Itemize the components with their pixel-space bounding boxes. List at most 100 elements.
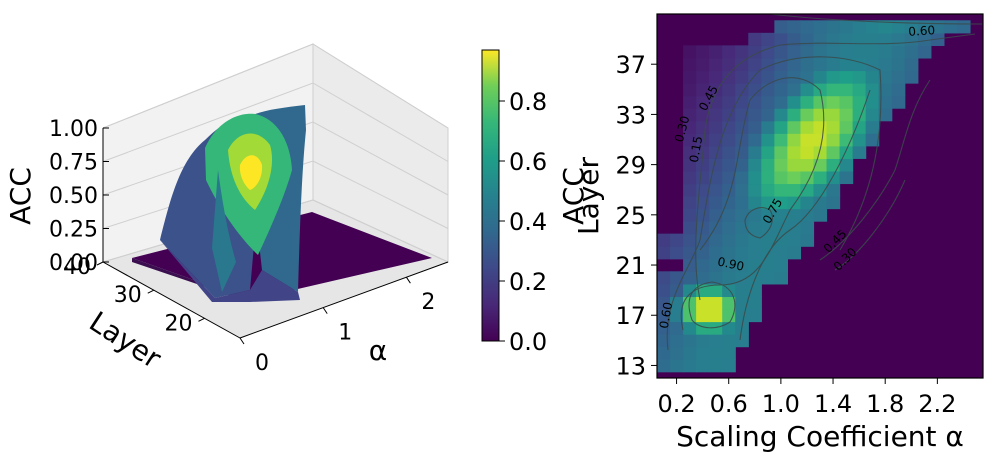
heatmap-cell bbox=[852, 20, 867, 34]
heatmap-cell bbox=[761, 170, 775, 185]
alpha-tick-mark bbox=[405, 276, 411, 284]
surface-hump-crest bbox=[239, 155, 263, 190]
heatmap-cell bbox=[722, 70, 736, 84]
heatmap-y-tick-label: 33 bbox=[615, 101, 646, 129]
heatmap-cell bbox=[813, 133, 828, 147]
heatmap-cell bbox=[774, 120, 788, 134]
heatmap-cell bbox=[839, 145, 854, 159]
heatmap-cell bbox=[683, 208, 697, 222]
heatmap-cell bbox=[670, 321, 684, 335]
heatmap-cell bbox=[852, 45, 867, 59]
heatmap-cell bbox=[748, 32, 762, 46]
heatmap-cell bbox=[748, 196, 762, 210]
heatmap-cell bbox=[826, 95, 841, 109]
heatmap-cell bbox=[761, 70, 775, 84]
heatmap-cell bbox=[761, 95, 775, 109]
heatmap-cell bbox=[722, 120, 736, 134]
layer-tick-mark bbox=[198, 317, 205, 322]
heatmap-cell bbox=[696, 70, 710, 84]
heatmap-cell bbox=[761, 45, 775, 59]
heatmap-cell bbox=[839, 108, 854, 122]
alpha-tick-mark bbox=[239, 337, 245, 345]
heatmap-cell bbox=[696, 57, 710, 72]
heatmap-x-label: Scaling Coefficient α bbox=[676, 420, 964, 453]
heatmap-cell bbox=[800, 95, 815, 109]
alpha-tick-label: 0 bbox=[255, 351, 269, 376]
heatmap-cell bbox=[787, 133, 802, 147]
layer-tick-label: 20 bbox=[164, 311, 192, 336]
heatmap-cell bbox=[826, 108, 841, 122]
heatmap-cell bbox=[696, 120, 710, 134]
heatmap-cell bbox=[657, 359, 671, 373]
heatmap-cell bbox=[696, 359, 710, 373]
heatmap-cell bbox=[657, 271, 671, 285]
heatmap-cell bbox=[670, 334, 684, 348]
heatmap-cell bbox=[709, 145, 723, 159]
heatmap-cell bbox=[826, 20, 841, 34]
heatmap-cell bbox=[683, 108, 697, 122]
heatmap-cell bbox=[774, 246, 788, 260]
heatmap-cell bbox=[696, 271, 710, 285]
heatmap-cell bbox=[735, 70, 749, 84]
heatmap-cell bbox=[735, 233, 749, 247]
heatmap-cell bbox=[878, 57, 893, 72]
heatmap-cell bbox=[826, 158, 841, 172]
heatmap-x-tick-label: 0.6 bbox=[710, 390, 748, 418]
heatmap-cell bbox=[735, 145, 749, 159]
colorbar: 0.0 0.2 0.4 0.6 0.8 ACC bbox=[481, 49, 590, 356]
heatmap-cell bbox=[683, 158, 697, 172]
heatmap-cell bbox=[748, 70, 762, 84]
heatmap-cell bbox=[761, 258, 775, 272]
heatmap-cell bbox=[813, 108, 828, 122]
heatmap-cell bbox=[722, 183, 736, 197]
heatmap-cell bbox=[852, 95, 867, 109]
heatmap-cell bbox=[722, 346, 736, 360]
heatmap-cell bbox=[683, 221, 697, 235]
colorbar-tick-label: 0.2 bbox=[509, 268, 547, 296]
heatmap-cell bbox=[839, 158, 854, 172]
heatmap-cell bbox=[722, 208, 736, 222]
heatmap-cell bbox=[735, 133, 749, 147]
heatmap-cell bbox=[774, 233, 788, 247]
heatmap-cell bbox=[709, 308, 723, 323]
heatmap-frame bbox=[656, 13, 984, 379]
heatmap-cell bbox=[839, 57, 854, 72]
contour-line bbox=[834, 179, 906, 271]
heatmap-cell bbox=[657, 308, 671, 323]
heatmap-cell bbox=[748, 246, 762, 260]
heatmap-cell bbox=[722, 271, 736, 285]
heatmap-cell bbox=[709, 108, 723, 122]
layer-tick-label: 30 bbox=[114, 283, 142, 308]
heatmap-cell bbox=[878, 20, 893, 34]
heatmap-cell bbox=[748, 158, 762, 172]
heatmap-cell bbox=[878, 95, 893, 109]
heatmap-cell bbox=[709, 321, 723, 335]
heatmap-cell bbox=[800, 170, 815, 185]
heatmap-cell bbox=[826, 83, 841, 97]
heatmap-cell bbox=[683, 296, 697, 310]
heatmap-y-tick-label: 25 bbox=[615, 202, 646, 230]
colorbar-label: ACC bbox=[557, 167, 590, 225]
heatmap-cell bbox=[683, 233, 697, 247]
heatmap-cell bbox=[722, 334, 736, 348]
pane-grid-line bbox=[102, 82, 449, 162]
heatmap-cell bbox=[787, 145, 802, 159]
heatmap-cell bbox=[787, 95, 802, 109]
heatmap-cell bbox=[800, 120, 815, 134]
heatmap-cell bbox=[839, 45, 854, 59]
heatmap-cell bbox=[813, 145, 828, 159]
heatmap-cell bbox=[761, 233, 775, 247]
heatmap-cell bbox=[852, 57, 867, 72]
heatmap-cell bbox=[878, 32, 893, 46]
heatmap-cell bbox=[800, 158, 815, 172]
heatmap-cell bbox=[917, 45, 932, 59]
heatmap-cell bbox=[904, 57, 919, 72]
heatmap-cell bbox=[826, 196, 841, 210]
contour-label: 0.30 bbox=[672, 114, 692, 143]
heatmap-cell bbox=[826, 183, 841, 197]
heatmap-cell bbox=[748, 208, 762, 222]
heatmap-cell bbox=[670, 346, 684, 360]
heatmap-cell bbox=[748, 120, 762, 134]
heatmap-cell bbox=[813, 170, 828, 185]
z-tick-label: 0.00 bbox=[49, 251, 98, 276]
